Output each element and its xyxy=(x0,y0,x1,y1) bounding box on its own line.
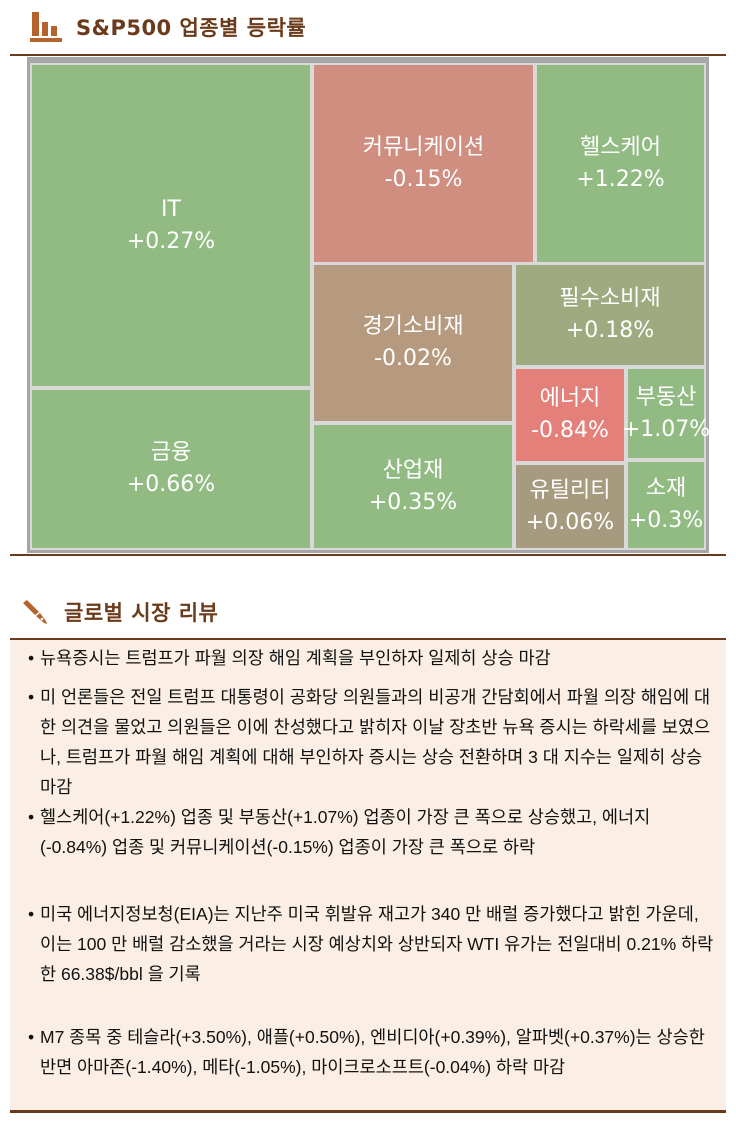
tile-value: +0.66% xyxy=(126,472,216,497)
review-panel: • 뉴욕증시는 트럼프가 파월 의장 해임 계획을 부인하자 일제히 상승 마감 … xyxy=(10,638,726,1113)
tile-real-estate: 부동산 +1.07% xyxy=(622,367,710,460)
tile-industrials: 산업재 +0.35% xyxy=(312,423,514,550)
tile-value: -0.02% xyxy=(374,346,452,371)
tile-communication: 커뮤니케이션 -0.15% xyxy=(312,63,535,264)
tile-it: IT +0.27% xyxy=(30,63,312,388)
tile-consumer-staples: 필수소비재 +0.18% xyxy=(514,263,706,367)
tile-name: 금융 xyxy=(150,440,192,465)
tile-name: 소재 xyxy=(645,476,687,501)
review-bullet: • 미국 에너지정보청(EIA)는 지난주 미국 휘발유 재고가 340 만 배럴… xyxy=(28,904,714,984)
title-divider xyxy=(10,54,726,56)
tile-value: +1.07% xyxy=(621,416,711,442)
tile-value: +0.06% xyxy=(525,509,615,535)
sector-treemap: IT +0.27% 금융 +0.66% 커뮤니케이션 -0.15% 헬스케어 +… xyxy=(27,57,710,553)
tile-value: +0.35% xyxy=(368,489,458,515)
tile-value: +0.3% xyxy=(628,508,704,533)
tile-name: 산업재 xyxy=(382,457,444,483)
tile-value: -0.84% xyxy=(531,418,609,443)
tile-name: 헬스케어 xyxy=(580,134,661,160)
bar-chart-icon xyxy=(30,12,64,42)
tile-value: +1.22% xyxy=(576,166,665,192)
tile-utilities: 유틸리티 +0.06% xyxy=(514,463,626,550)
review-bullet: • 미 언론들은 전일 트럼프 대통령이 공화당 의원들과의 비공개 간담회에서 … xyxy=(28,687,711,797)
tile-name: 부동산 xyxy=(635,384,697,410)
tile-energy: 에너지 -0.84% xyxy=(514,367,626,463)
tile-name: 커뮤니케이션 xyxy=(362,134,485,160)
treemap-bottom-divider xyxy=(10,554,726,556)
tile-consumer-discretionary: 경기소비재 -0.02% xyxy=(312,263,514,423)
review-bullet: • 뉴욕증시는 트럼프가 파월 의장 해임 계획을 부인하자 일제히 상승 마감 xyxy=(28,648,551,668)
tile-value: +0.27% xyxy=(126,228,216,254)
tile-name: 에너지 xyxy=(539,386,601,411)
tile-name: 경기소비재 xyxy=(362,314,464,339)
tile-healthcare: 헬스케어 +1.22% xyxy=(535,63,706,264)
tile-materials: 소재 +0.3% xyxy=(626,460,706,550)
tile-name: 필수소비재 xyxy=(559,286,661,311)
tile-value: -0.15% xyxy=(384,166,463,192)
review-bullet: • M7 종목 중 테슬라(+3.50%), 애플(+0.50%), 엔비디아(+… xyxy=(28,1027,705,1077)
review-bullet: • 헬스케어(+1.22%) 업종 및 부동산(+1.07%) 업종이 가장 큰 … xyxy=(28,807,651,857)
tile-name: 유틸리티 xyxy=(529,477,611,503)
page-title: S&P500 업종별 등락률 xyxy=(76,16,307,40)
pen-icon xyxy=(23,600,47,624)
tile-value: +0.18% xyxy=(565,318,655,343)
tile-name: IT xyxy=(161,196,181,222)
treemap-section-title: S&P500 업종별 등락률 xyxy=(30,12,306,42)
tile-financials: 금융 +0.66% xyxy=(30,388,312,550)
review-title: 글로벌 시장 리뷰 xyxy=(64,601,219,625)
review-section-title: 글로벌 시장 리뷰 xyxy=(20,597,218,627)
